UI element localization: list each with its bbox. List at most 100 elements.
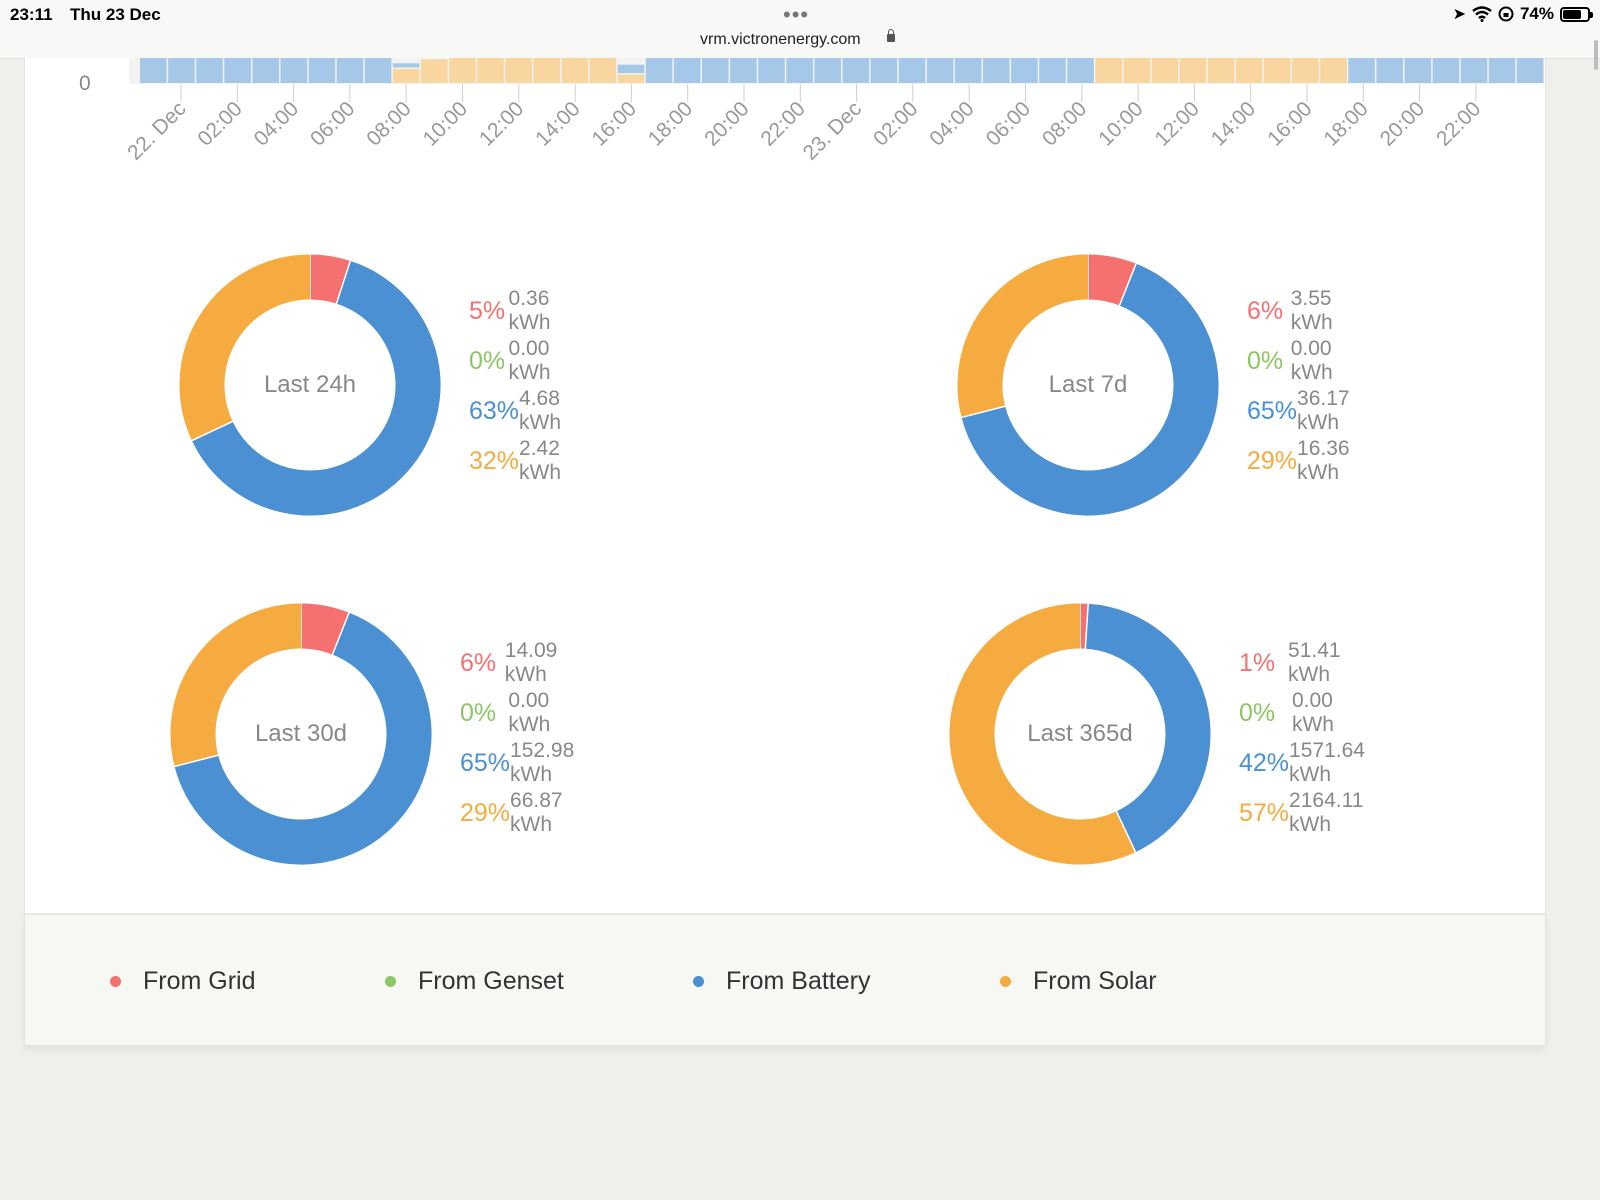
stat-percent: 0% — [469, 346, 506, 375]
stat-kwh: 0.00 kWh — [508, 337, 551, 384]
stat-percent: 29% — [460, 798, 511, 827]
x-tick-label: 10:00 — [419, 97, 472, 150]
legend-item-genset[interactable]: From Genset — [385, 967, 564, 996]
stat-kwh: 51.41 kWh — [1288, 639, 1341, 686]
more-dots-icon[interactable]: ••• — [783, 2, 810, 27]
bar-battery — [308, 55, 336, 83]
bar-battery — [224, 55, 251, 83]
stat-percent: 0% — [1239, 698, 1276, 727]
stat-row: 0% 0.00 kWh — [1239, 688, 1373, 738]
x-tick-label: 20:00 — [1376, 97, 1429, 150]
stat-row: 6% 3.55 kWh — [1247, 286, 1358, 336]
battery-fill — [1563, 9, 1581, 19]
donut-slice[interactable] — [1084, 603, 1211, 853]
stat-percent: 57% — [1239, 798, 1290, 827]
donut-slice[interactable] — [961, 263, 1219, 516]
slice-separator — [1118, 263, 1137, 306]
x-tick-label: 06:00 — [306, 97, 359, 150]
x-tick-label: 18:00 — [1319, 97, 1372, 150]
stat-percent: 0% — [1247, 346, 1284, 375]
legend-label: From Solar — [1033, 967, 1157, 995]
stat-percent: 32% — [469, 446, 520, 475]
slice-separator — [331, 612, 350, 655]
bar-chart-svg: 22. Dec 02:00 04:00 06:00 08:00 10:00 12:00 14:… — [123, 54, 1572, 165]
bar-battery — [870, 55, 898, 83]
x-tick-label: 22:00 — [756, 97, 809, 150]
donut-slice[interactable] — [949, 603, 1136, 865]
slice-separator — [174, 754, 219, 768]
stat-row: 57% 2164.11 kWh — [1239, 788, 1373, 838]
legend-item-grid[interactable]: From Grid — [110, 967, 256, 996]
donut-slice[interactable] — [179, 254, 311, 441]
x-tick-label: 14:00 — [1207, 97, 1260, 150]
stat-kwh: 0.00 kWh — [508, 689, 551, 736]
donut-stats: 1% 51.41 kWh 0% 0.00 kWh 42% 1571.64 kWh 57% 21… — [1239, 638, 1373, 838]
status-right: ➤ 74% — [1453, 4, 1593, 24]
bar-solar — [533, 55, 560, 83]
stat-kwh: 14.09 kWh — [504, 639, 558, 686]
bar-solar — [1179, 55, 1207, 83]
status-time: 23:11 — [10, 5, 53, 24]
status-bar: 23:11 Thu 23 Dec ••• vrm.victronenergy.c… — [0, 0, 1600, 70]
legend-dot-grid — [110, 976, 121, 987]
x-tick-label: 12:00 — [475, 97, 528, 150]
donut-slice[interactable] — [191, 260, 441, 516]
x-tick-label: 02:00 — [193, 97, 246, 150]
bar-solar — [392, 69, 420, 83]
donut-slice[interactable] — [174, 612, 432, 865]
rotation-lock-icon — [1498, 6, 1514, 22]
bar-battery — [786, 55, 813, 83]
slice-separator — [1115, 811, 1137, 853]
stat-row: 32% 2.42 kWh — [469, 436, 569, 486]
address-bar-url[interactable]: vrm.victronenergy.com — [700, 31, 861, 48]
bar-battery — [1376, 55, 1403, 83]
bar-battery — [280, 55, 308, 83]
stat-row: 6% 14.09 kWh — [460, 638, 582, 688]
x-tick-label: 02:00 — [869, 97, 922, 150]
stat-kwh: 66.87 kWh — [510, 789, 563, 836]
stat-percent: 63% — [469, 396, 520, 425]
consumption-card: 0 22. Dec 02:00 04:00 06:00 08:00 10:00 12:00 1… — [24, 54, 1572, 913]
legend-item-battery[interactable]: From Battery — [693, 967, 870, 996]
legend-item-solar[interactable]: From Solar — [1000, 967, 1157, 996]
stat-kwh: 2.42 kWh — [519, 437, 562, 484]
bar-solar — [1235, 55, 1263, 83]
bar-solar — [1292, 55, 1319, 83]
stat-percent: 6% — [1247, 296, 1284, 325]
donut-center-label: Last 30d — [254, 720, 348, 747]
donut-chart-svg — [179, 254, 441, 516]
scrollbar[interactable] — [1594, 40, 1598, 70]
stat-kwh: 0.00 kWh — [1291, 689, 1334, 736]
stat-percent: 42% — [1239, 748, 1290, 777]
donut-slice[interactable] — [1087, 254, 1137, 306]
legend-label: From Battery — [726, 967, 871, 995]
bar-battery — [1460, 55, 1488, 83]
bar-battery — [364, 55, 392, 83]
bar-battery — [1067, 55, 1094, 83]
donut-center-label: Last 7d — [1048, 371, 1128, 398]
slice-separator — [961, 405, 1006, 419]
x-tick-label: 18:00 — [644, 97, 697, 150]
donut-center-label: Last 24h — [263, 371, 357, 398]
bar-battery — [954, 55, 982, 83]
x-tick-label: 04:00 — [925, 97, 978, 150]
stat-row: 65% 36.17 kWh — [1247, 386, 1358, 436]
donut-slice[interactable] — [957, 254, 1089, 418]
bar-solar — [449, 55, 476, 83]
bar-battery — [645, 55, 673, 83]
legend-dot-genset — [385, 976, 396, 987]
x-tick-label: 16:00 — [1263, 97, 1316, 150]
bar-battery — [1432, 55, 1460, 83]
x-tick-label: 10:00 — [1094, 97, 1147, 150]
donut-slice[interactable] — [170, 603, 302, 767]
stat-percent: 65% — [460, 748, 511, 777]
bar-battery — [392, 63, 420, 68]
x-tick-label: 22:00 — [1432, 97, 1485, 150]
stat-percent: 6% — [460, 648, 497, 677]
bar-solar — [617, 74, 645, 83]
bar-solar — [1320, 55, 1347, 83]
battery-percent: 74% — [1519, 4, 1554, 23]
donut-slice[interactable] — [300, 603, 350, 655]
bar-solar — [421, 59, 448, 83]
stat-kwh: 4.68 kWh — [519, 387, 562, 434]
